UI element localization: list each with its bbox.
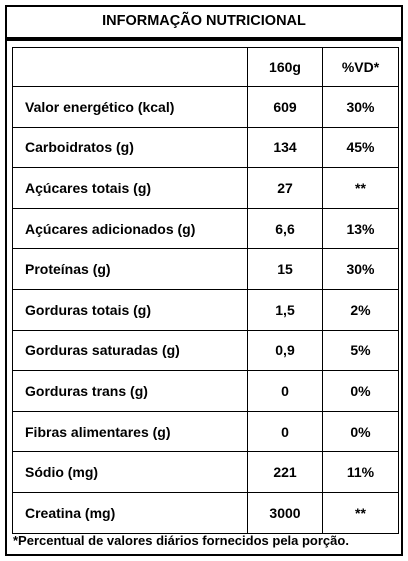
portion-value: 3000 — [248, 492, 323, 533]
table-row: Gorduras trans (g) 0 0% — [13, 371, 399, 412]
table-row: Sódio (mg) 221 11% — [13, 452, 399, 493]
title-divider — [7, 37, 401, 41]
table-header-row: 160g %VD* — [13, 48, 399, 87]
portion-value: 6,6 — [248, 208, 323, 249]
nutrient-label: Valor energético (kcal) — [13, 87, 248, 128]
portion-value: 15 — [248, 249, 323, 290]
table-row: Açúcares adicionados (g) 6,6 13% — [13, 208, 399, 249]
table-row: Proteínas (g) 15 30% — [13, 249, 399, 290]
header-nutrient-cell — [13, 48, 248, 87]
footnote: *Percentual de valores diários fornecido… — [13, 533, 349, 549]
portion-value: 609 — [248, 87, 323, 128]
nutrient-label: Proteínas (g) — [13, 249, 248, 290]
nutrient-label: Fibras alimentares (g) — [13, 411, 248, 452]
table-row: Carboidratos (g) 134 45% — [13, 127, 399, 168]
header-dv-cell: %VD* — [323, 48, 399, 87]
nutrition-table: 160g %VD* Valor energético (kcal) 609 30… — [12, 47, 399, 534]
nutrient-label: Açúcares totais (g) — [13, 168, 248, 209]
nutrient-label: Gorduras saturadas (g) — [13, 330, 248, 371]
nutrient-label: Sódio (mg) — [13, 452, 248, 493]
dv-value: 30% — [323, 87, 399, 128]
nutrient-label: Açúcares adicionados (g) — [13, 208, 248, 249]
dv-value: 13% — [323, 208, 399, 249]
table-row: Gorduras totais (g) 1,5 2% — [13, 289, 399, 330]
portion-value: 27 — [248, 168, 323, 209]
dv-value: 0% — [323, 371, 399, 412]
nutrient-label: Gorduras trans (g) — [13, 371, 248, 412]
nutrient-label: Creatina (mg) — [13, 492, 248, 533]
nutrient-label: Carboidratos (g) — [13, 127, 248, 168]
dv-value: 11% — [323, 452, 399, 493]
portion-value: 0,9 — [248, 330, 323, 371]
table-row: Valor energético (kcal) 609 30% — [13, 87, 399, 128]
portion-value: 0 — [248, 371, 323, 412]
table-row: Creatina (mg) 3000 ** — [13, 492, 399, 533]
header-portion-cell: 160g — [248, 48, 323, 87]
dv-value: ** — [323, 492, 399, 533]
table-row: Fibras alimentares (g) 0 0% — [13, 411, 399, 452]
dv-value: 0% — [323, 411, 399, 452]
table-row: Açúcares totais (g) 27 ** — [13, 168, 399, 209]
nutrient-label: Gorduras totais (g) — [13, 289, 248, 330]
nutrition-facts-panel: INFORMAÇÃO NUTRICIONAL 160g %VD* Valor e… — [5, 5, 403, 556]
nutrition-title: INFORMAÇÃO NUTRICIONAL — [7, 7, 401, 40]
portion-value: 221 — [248, 452, 323, 493]
dv-value: 5% — [323, 330, 399, 371]
dv-value: ** — [323, 168, 399, 209]
dv-value: 45% — [323, 127, 399, 168]
portion-value: 134 — [248, 127, 323, 168]
table-row: Gorduras saturadas (g) 0,9 5% — [13, 330, 399, 371]
dv-value: 30% — [323, 249, 399, 290]
portion-value: 1,5 — [248, 289, 323, 330]
portion-value: 0 — [248, 411, 323, 452]
dv-value: 2% — [323, 289, 399, 330]
